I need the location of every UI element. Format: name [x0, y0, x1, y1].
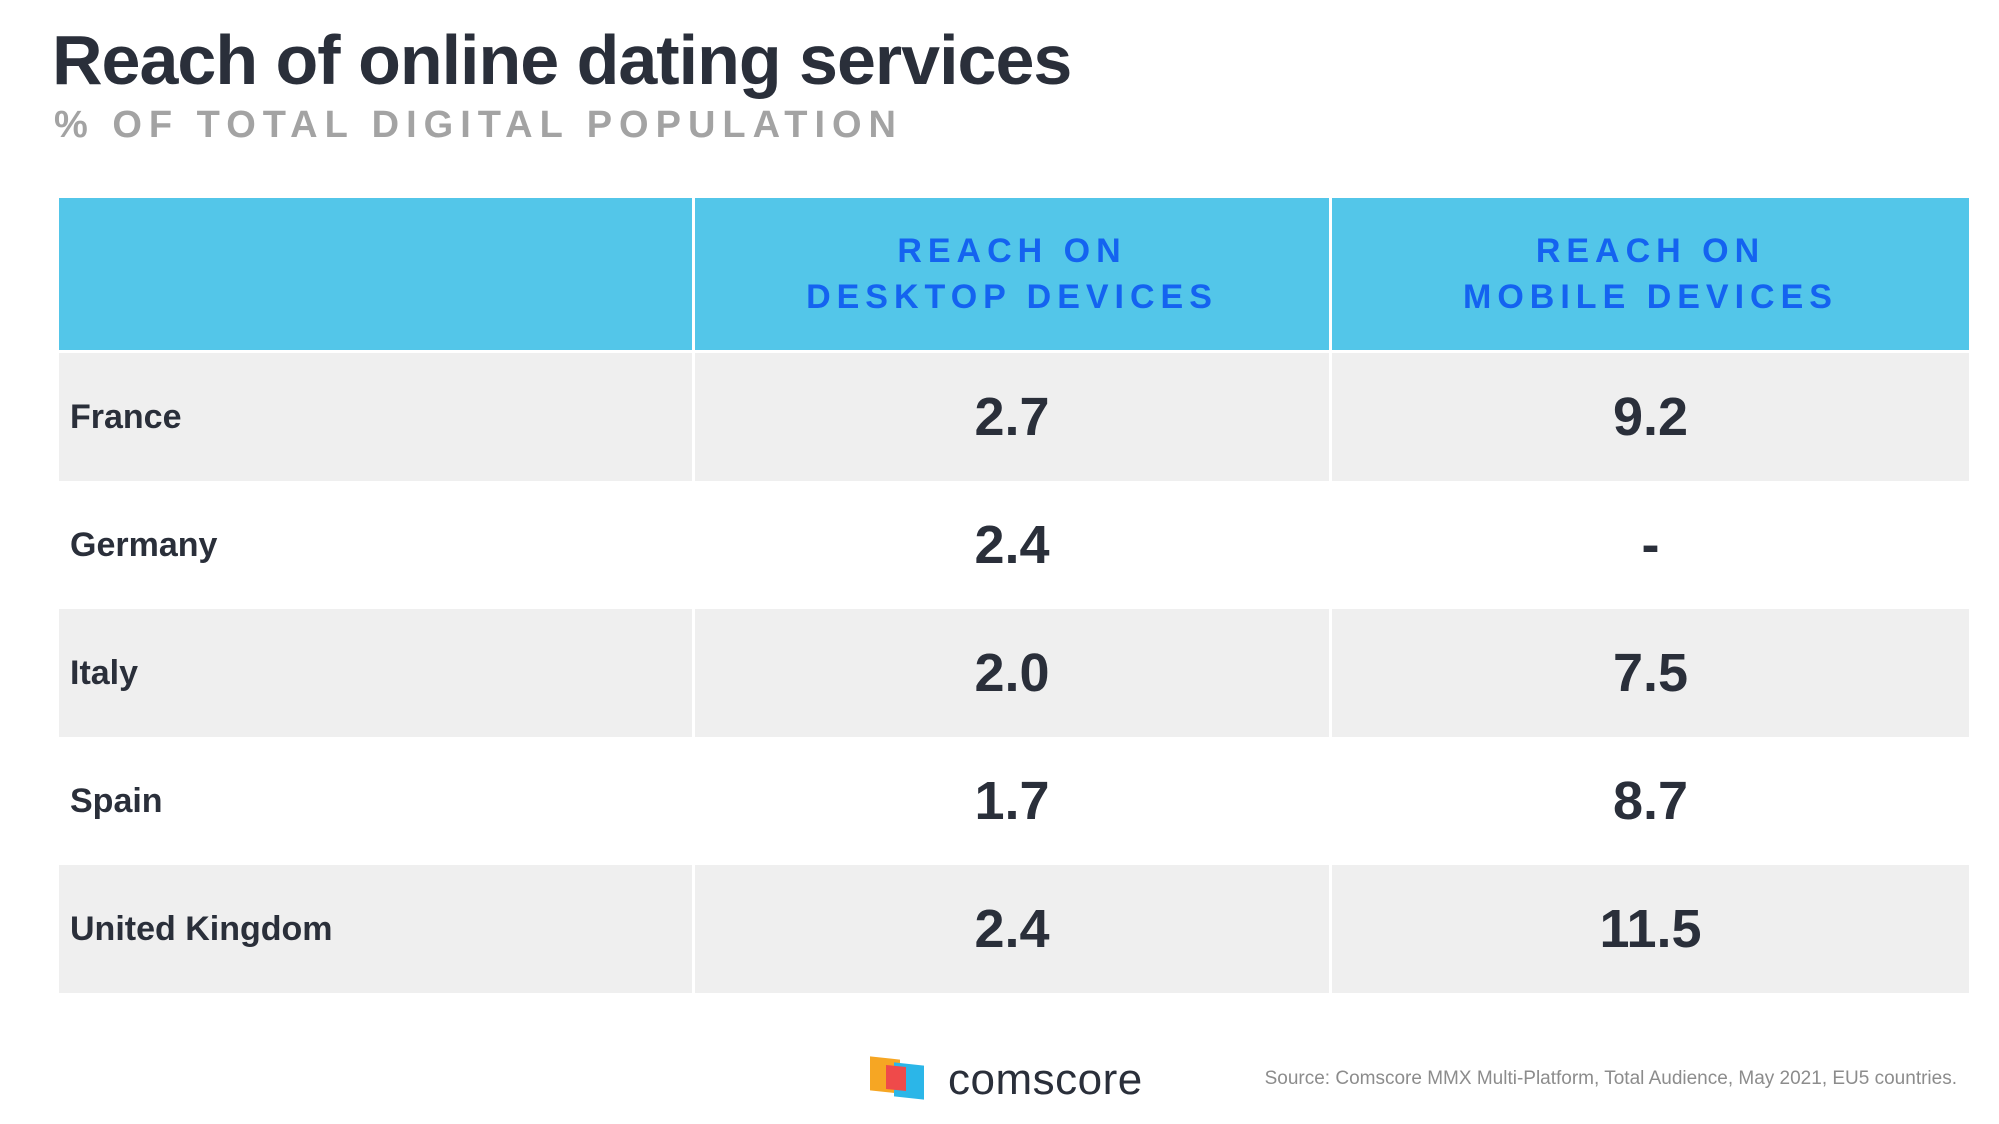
country-cell: Germany: [59, 481, 695, 609]
country-cell: France: [59, 353, 695, 481]
table-row: France 2.7 9.2: [59, 353, 1969, 481]
mobile-value-cell: -: [1641, 515, 1660, 575]
reach-table: REACH ON DESKTOP DEVICES REACH ON MOBILE…: [59, 198, 1969, 993]
table-row: Spain 1.7 8.7: [59, 737, 1969, 865]
country-cell: United Kingdom: [59, 865, 695, 993]
page-subtitle: % OF TOTAL DIGITAL POPULATION: [54, 104, 903, 146]
desktop-value-cell: 2.4: [695, 865, 1332, 993]
desktop-value-cell: 2.7: [695, 353, 1332, 481]
comscore-logo: comscore: [868, 1055, 1143, 1105]
mobile-value-cell: 9.2: [1612, 387, 1689, 447]
comscore-logo-icon: [868, 1056, 928, 1104]
table-row: Germany 2.4 -: [59, 481, 1969, 609]
header-mobile-cell: REACH ON MOBILE DEVICES: [1332, 198, 1969, 350]
mobile-value-cell: 7.5: [1612, 643, 1689, 703]
desktop-value-cell: 2.4: [695, 481, 1332, 609]
mobile-value-cell: 8.7: [1612, 771, 1689, 831]
desktop-value-cell: 2.0: [695, 609, 1332, 737]
header-mobile-line2: MOBILE DEVICES: [1463, 278, 1838, 316]
comscore-logo-text: comscore: [948, 1055, 1143, 1104]
header-desktop-line2: DESKTOP DEVICES: [806, 278, 1218, 316]
page-title: Reach of online dating services: [52, 21, 1072, 99]
header-country-cell: [59, 198, 695, 350]
desktop-value-cell: 1.7: [695, 737, 1332, 865]
source-note: Source: Comscore MMX Multi-Platform, Tot…: [1264, 1068, 1957, 1089]
table-row: United Kingdom 2.4 11.5: [59, 865, 1969, 993]
mobile-value-cell: 11.5: [1599, 899, 1702, 959]
header-desktop-line1: REACH ON: [897, 232, 1127, 270]
table-header-row: REACH ON DESKTOP DEVICES REACH ON MOBILE…: [59, 198, 1969, 350]
table-row: Italy 2.0 7.5: [59, 609, 1969, 737]
header-desktop-cell: REACH ON DESKTOP DEVICES: [695, 198, 1332, 350]
header-mobile-line1: REACH ON: [1535, 232, 1766, 270]
country-cell: Italy: [59, 609, 695, 737]
country-cell: Spain: [59, 737, 695, 865]
